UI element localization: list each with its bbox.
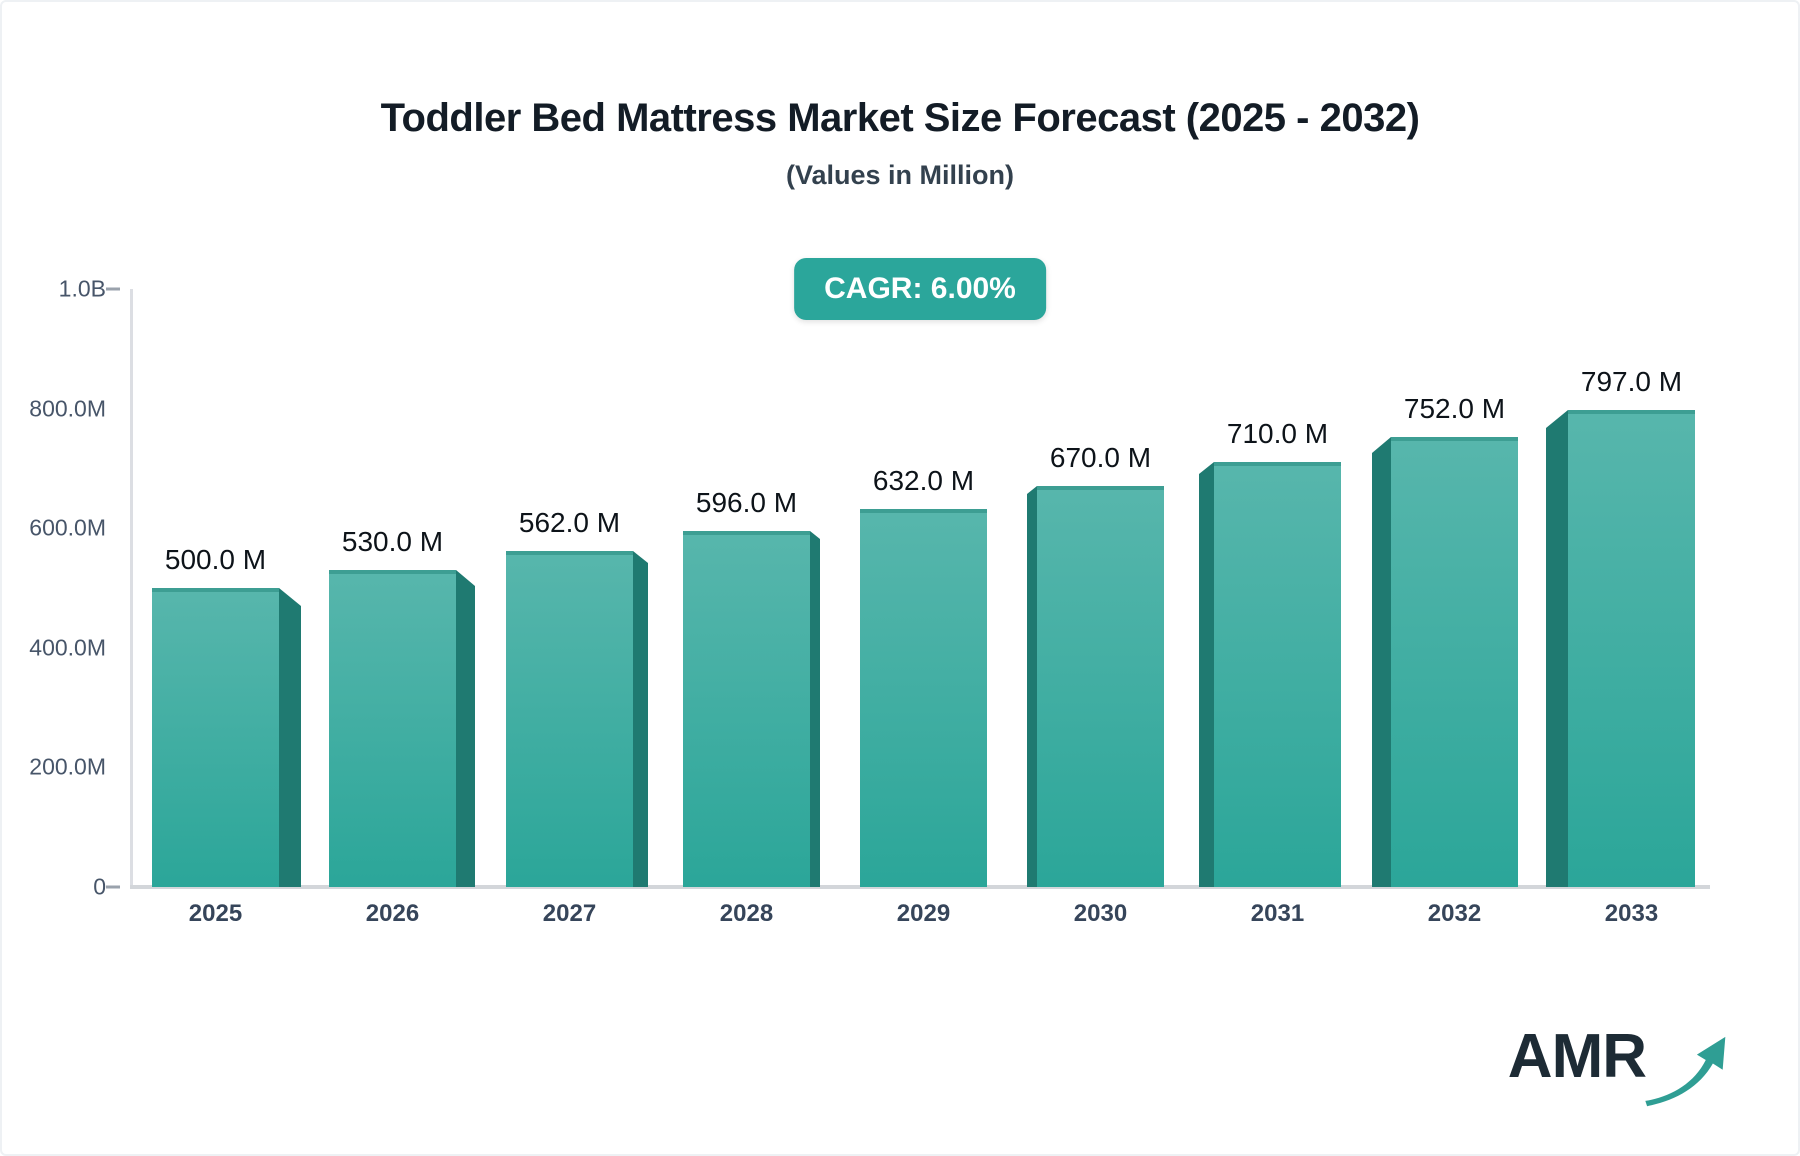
bar-value-label: 797.0 M bbox=[1580, 366, 1683, 397]
bar bbox=[506, 551, 633, 887]
bar-3d-side bbox=[1027, 486, 1037, 887]
y-axis-tick-label: 400.0M bbox=[29, 634, 106, 661]
bar bbox=[683, 531, 810, 887]
x-axis-tick-label: 2032 bbox=[1427, 900, 1482, 927]
x-axis-tick-label: 2033 bbox=[1604, 900, 1659, 927]
bar-3d-side bbox=[1372, 437, 1391, 887]
bar bbox=[1214, 462, 1341, 887]
x-axis-tick-label: 2027 bbox=[542, 900, 597, 927]
bar-3d-side bbox=[633, 551, 648, 887]
bar bbox=[1037, 486, 1164, 887]
bar-value-label: 530.0 M bbox=[341, 526, 444, 557]
bar bbox=[152, 588, 279, 887]
x-axis-tick-label: 2031 bbox=[1250, 900, 1305, 927]
bar-3d-side bbox=[456, 570, 475, 887]
bar bbox=[860, 509, 987, 887]
y-axis-tick-mark bbox=[106, 287, 120, 291]
bar bbox=[1568, 410, 1695, 887]
bar-value-label: 752.0 M bbox=[1403, 393, 1506, 424]
bar bbox=[1391, 437, 1518, 887]
bar-3d-side bbox=[279, 588, 301, 887]
bar-value-label: 710.0 M bbox=[1226, 418, 1329, 449]
y-axis-line bbox=[130, 289, 133, 887]
bar-value-label: 596.0 M bbox=[695, 487, 798, 518]
y-axis-tick-label: 600.0M bbox=[29, 514, 106, 541]
bar-value-label: 632.0 M bbox=[872, 465, 975, 496]
amr-logo: AMR bbox=[1508, 1026, 1734, 1108]
chart-title: Toddler Bed Mattress Market Size Forecas… bbox=[380, 96, 1420, 140]
bar-3d-side bbox=[1546, 410, 1568, 887]
y-axis-tick-label: 800.0M bbox=[29, 395, 106, 422]
x-axis-tick-label: 2026 bbox=[365, 900, 420, 927]
bar-value-label: 562.0 M bbox=[518, 507, 621, 538]
x-axis-tick-label: 2025 bbox=[188, 900, 243, 927]
y-axis-tick-label: 200.0M bbox=[29, 753, 106, 780]
cagr-badge: CAGR: 6.00% bbox=[794, 258, 1046, 320]
bar-value-label: 670.0 M bbox=[1049, 442, 1152, 473]
x-axis-baseline bbox=[130, 885, 1710, 889]
y-axis-tick-label: 0 bbox=[93, 873, 106, 900]
x-axis-tick-label: 2030 bbox=[1073, 900, 1128, 927]
amr-logo-text: AMR bbox=[1507, 1022, 1647, 1091]
y-axis-tick-label: 1.0B bbox=[58, 275, 106, 302]
x-axis-tick-label: 2029 bbox=[896, 900, 951, 927]
y-axis-tick-mark bbox=[106, 885, 120, 889]
x-axis-tick-label: 2028 bbox=[719, 900, 774, 927]
growth-arrow-icon bbox=[1645, 1036, 1726, 1107]
bar bbox=[329, 570, 456, 887]
chart-subtitle: (Values in Million) bbox=[785, 160, 1015, 190]
bar-3d-side bbox=[810, 531, 820, 887]
bar-value-label: 500.0 M bbox=[164, 544, 267, 575]
bar-3d-side bbox=[1199, 462, 1214, 887]
